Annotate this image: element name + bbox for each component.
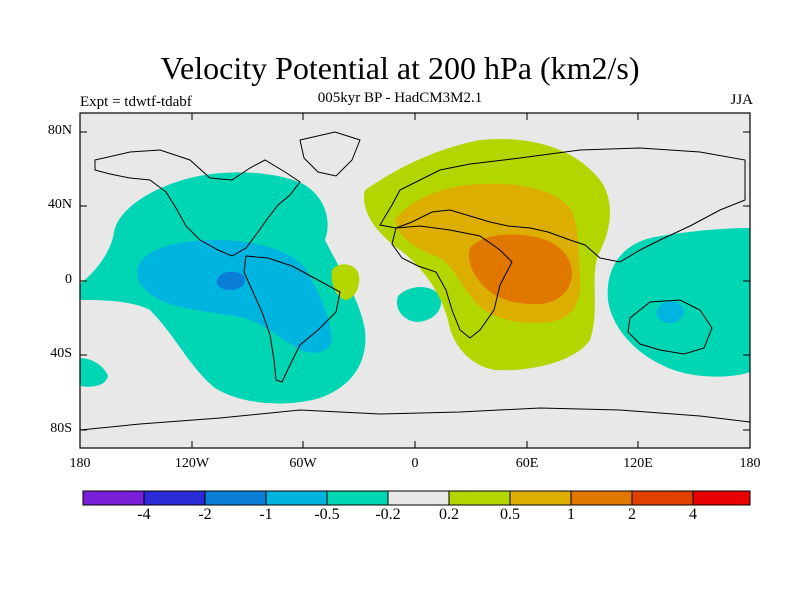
map-subtitle: 005kyr BP - HadCM3M2.1 [317, 90, 483, 106]
contour-negative-02-east [607, 228, 750, 377]
contour-negative-02-sw [80, 358, 108, 387]
colorbar-box-3 [265, 490, 328, 506]
colorbar-box-8 [570, 490, 633, 506]
colorbar-box-1 [143, 490, 206, 506]
contour-negative-1 [216, 271, 246, 290]
australia-coast [627, 299, 713, 355]
antarctica-coast [80, 407, 750, 431]
lon-label-60w: 60W [289, 456, 317, 471]
contour-negative-05 [136, 240, 332, 353]
lon-label-180w: 180 [69, 456, 91, 471]
map-title: Velocity Potential at 200 hPa (km2/s) [160, 50, 640, 86]
lon-label-60e: 60E [515, 456, 539, 471]
colorbar-label: 4 [689, 506, 697, 523]
colorbar-box-7 [509, 490, 572, 506]
south-america-coast [243, 255, 341, 383]
colorbar-label: 0.2 [439, 506, 459, 523]
lat-label-40n: 40N [47, 197, 72, 212]
contour-fill-layer [80, 138, 750, 404]
europe-asia-coast [379, 147, 746, 263]
colorbar-label: 2 [628, 506, 636, 523]
colorbar-box-9 [631, 490, 694, 506]
contour-negative-05-east [656, 301, 684, 324]
axis-ticks [79, 113, 751, 448]
colorbar-label: -4 [137, 506, 151, 523]
lat-label-0: 0 [65, 272, 72, 287]
lon-label-120e: 120E [623, 456, 653, 471]
lat-label-80s: 80S [50, 421, 72, 436]
colorbar-box-10 [692, 490, 751, 506]
coastlines [80, 131, 750, 431]
colorbar-label: 1 [567, 506, 575, 523]
lat-label-40s: 40S [50, 346, 72, 361]
colorbar-label: 0.5 [500, 506, 520, 523]
africa-coast [391, 225, 513, 339]
colorbar-label: -0.5 [314, 506, 340, 523]
colorbar [82, 490, 751, 506]
colorbar-box-6 [448, 490, 511, 506]
colorbar-box-4 [326, 490, 389, 506]
colorbar-box-2 [204, 490, 267, 506]
greenland-coast [299, 131, 361, 177]
season-label: JJA [730, 92, 753, 108]
north-america-coast [94, 149, 301, 257]
colorbar-label: -0.2 [375, 506, 401, 523]
colorbar-label: -2 [198, 506, 212, 523]
lon-label-120w: 120W [174, 456, 210, 471]
contour-positive-1 [468, 234, 572, 305]
lon-label-180e: 180 [739, 456, 761, 471]
experiment-label: Expt = tdwtf-tdabf [80, 94, 192, 110]
contour-negative-02-atl [396, 287, 442, 322]
colorbar-box-5 [387, 490, 450, 506]
colorbar-label: -1 [259, 506, 273, 523]
lat-label-80n: 80N [47, 123, 72, 138]
lon-label-0: 0 [411, 456, 419, 471]
colorbar-box-0 [82, 490, 145, 506]
